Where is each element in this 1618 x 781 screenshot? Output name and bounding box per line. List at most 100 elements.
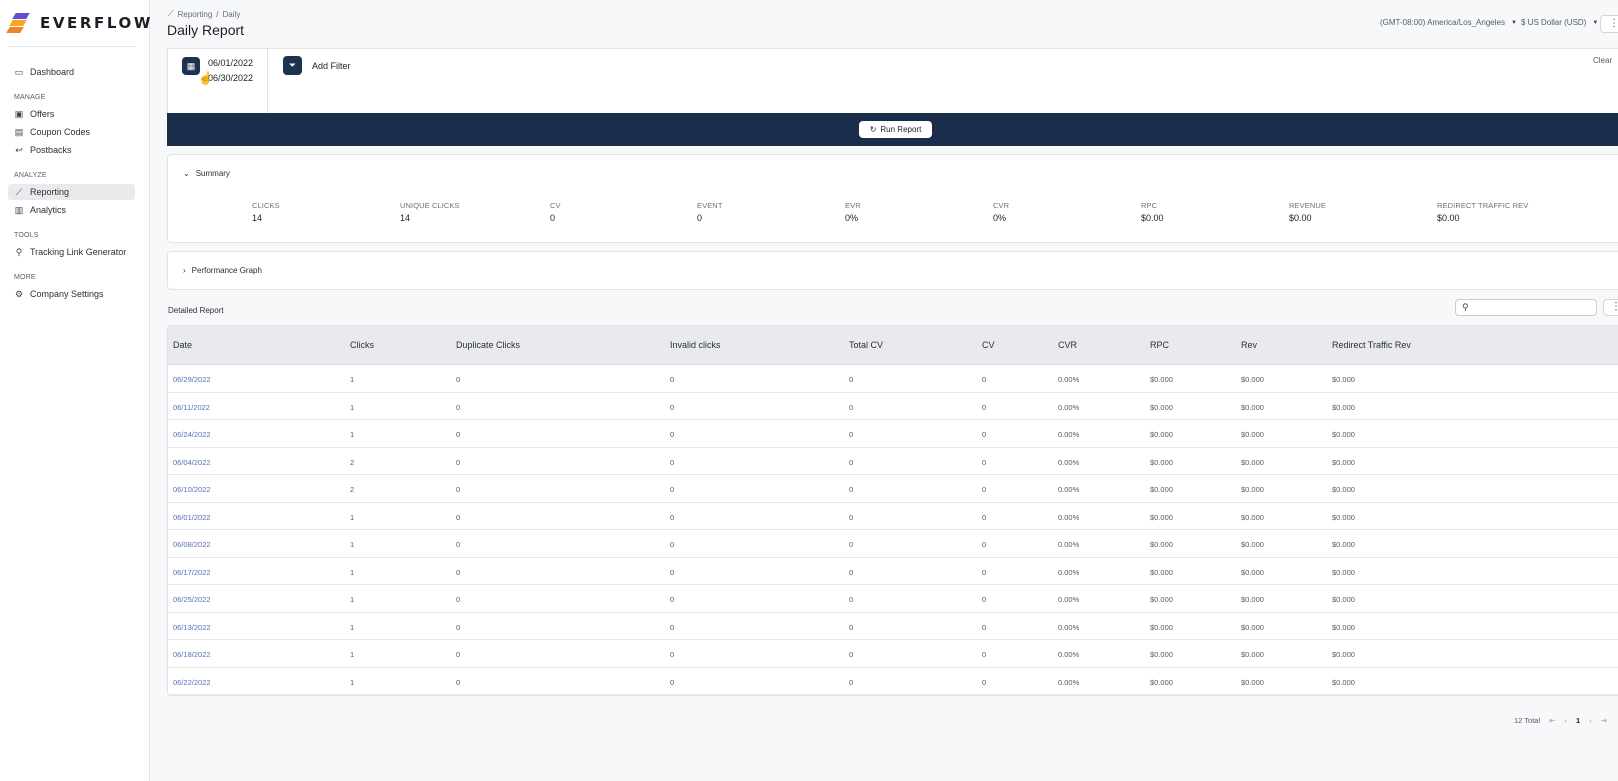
table-cell-invalid-clicks: 0 [670, 485, 675, 494]
sidebar-item-offers[interactable]: ▣ Offers [8, 106, 135, 122]
table-row: 06/01/2022 1 0 0 0 0 0.00% $0.000 $0.000 $0.000 [168, 503, 1618, 530]
table-row: 06/10/2022 2 0 0 0 0 0.00% $0.000 $0.000 $0.000 [168, 475, 1618, 503]
column-header-rpc[interactable]: RPC [1150, 340, 1170, 350]
table-cell-rpc: $0.000 [1150, 677, 1173, 687]
date-link[interactable]: 06/10/2022 [173, 485, 211, 494]
date-link[interactable]: 06/24/2022 [173, 430, 211, 439]
table-cell-cvr: 0.00% [1058, 485, 1080, 494]
summary-toggle[interactable]: ⌄ Summary [183, 169, 230, 178]
table-cell-cvr: 0.00% [1058, 622, 1080, 632]
table-cell-redirect-traffic-rev: $0.000 [1332, 622, 1355, 632]
table-cell-redirect-traffic-rev: $0.000 [1332, 595, 1355, 604]
table-cell-cv: 0 [982, 430, 987, 439]
date-link[interactable]: 06/11/2022 [173, 402, 210, 412]
table-cell-duplicate-clicks: 0 [456, 512, 461, 522]
table-cell-clicks: 2 [350, 485, 355, 494]
table-row: 06/29/2022 1 0 0 0 0 0.00% $0.000 $0.000 $0.000 [168, 365, 1618, 393]
sidebar-item-company-settings[interactable]: ⚙ Company Settings [8, 286, 135, 302]
date-link[interactable]: 06/22/2022 [173, 677, 211, 687]
date-link[interactable]: 06/04/2022 [173, 457, 211, 467]
table-cell-rpc: $0.000 [1150, 402, 1173, 412]
metric-cvr: CVR 0% [993, 201, 1010, 223]
table-cell-clicks: 1 [350, 512, 355, 522]
column-header-total-cv[interactable]: Total CV [849, 340, 884, 350]
table-cell-duplicate-clicks: 0 [456, 622, 461, 632]
table-cell-clicks: 1 [350, 677, 355, 687]
table-cell-rpc: $0.000 [1150, 457, 1173, 467]
table-cell-cvr: 0.00% [1058, 650, 1080, 659]
column-header-rev[interactable]: Rev [1241, 340, 1258, 350]
date-link[interactable]: 06/08/2022 [173, 540, 211, 549]
date-link[interactable]: 06/29/2022 [173, 375, 211, 384]
sidebar-item-reporting[interactable]: ⟋ Reporting [8, 184, 135, 200]
next-page-icon[interactable]: › [1589, 716, 1592, 725]
current-page[interactable]: 1 [1575, 716, 1581, 725]
clear-filters-link[interactable]: Clear [1593, 56, 1613, 65]
last-page-icon[interactable]: ⇥ [1600, 716, 1607, 725]
table-cell-cv: 0 [982, 650, 987, 659]
column-header-cvr[interactable]: CVR [1058, 340, 1078, 350]
table-cell-invalid-clicks: 0 [670, 567, 675, 577]
table-cell-clicks: 1 [350, 540, 355, 549]
table-cell-duplicate-clicks: 0 [456, 375, 461, 384]
table-cell-rpc: $0.000 [1150, 622, 1173, 632]
brand-logo[interactable]: EVERFLOW [6, 12, 154, 34]
prev-page-icon[interactable]: ‹ [1564, 716, 1567, 725]
add-filter-button[interactable]: Add Filter [312, 61, 351, 71]
performance-graph-toggle[interactable]: › Performance Graph [183, 266, 262, 275]
table-cell-invalid-clicks: 0 [670, 595, 675, 604]
add-filter-icon[interactable]: ⏷ [283, 56, 302, 75]
table-options-button[interactable]: ⋮ [1603, 299, 1618, 316]
sidebar-item-label: Company Settings [30, 289, 104, 299]
detailed-report-table: Date Clicks Duplicate Clicks Invalid clicks… [167, 325, 1618, 696]
sidebar-section-manage: MANAGE [14, 94, 46, 101]
table-cell-rev: $0.000 [1241, 650, 1264, 659]
timezone-select[interactable]: (GMT-08:00) America/Los_Angeles ▼ [1380, 18, 1517, 27]
currency-select[interactable]: $ US Dollar (USD) ▼ [1521, 18, 1598, 27]
sidebar-item-dashboard[interactable]: ▭ Dashboard [8, 64, 135, 80]
table-cell-cvr: 0.00% [1058, 402, 1080, 412]
date-range-picker[interactable]: ▦ 06/01/2022 06/30/2022 ☝ [168, 49, 268, 115]
analytics-icon: ▥ [14, 204, 24, 215]
table-row: 06/11/2022 1 0 0 0 0 0.00% $0.000 $0.000 $0.000 [168, 393, 1618, 420]
table-cell-total-cv: 0 [849, 430, 854, 439]
table-cell-rpc: $0.000 [1150, 567, 1173, 577]
date-link[interactable]: 06/18/2022 [173, 650, 211, 659]
brand-name: EVERFLOW [40, 14, 154, 32]
kebab-icon: ⋮ [1609, 18, 1618, 29]
date-link[interactable]: 06/13/2022 [173, 622, 211, 632]
table-cell-cv: 0 [982, 512, 987, 522]
column-header-invalid-clicks[interactable]: Invalid clicks [670, 340, 721, 350]
date-link[interactable]: 06/17/2022 [173, 567, 211, 577]
more-options-button[interactable]: ⋮ [1600, 15, 1618, 33]
column-header-date[interactable]: Date [173, 340, 193, 350]
sidebar-item-coupon-codes[interactable]: ▤ Coupon Codes [8, 124, 135, 140]
search-icon: ⚲ [1462, 302, 1469, 312]
column-header-duplicate-clicks[interactable]: Duplicate Clicks [456, 340, 521, 350]
table-cell-rev: $0.000 [1241, 375, 1264, 384]
table-cell-total-cv: 0 [849, 375, 854, 384]
table-cell-total-cv: 0 [849, 677, 854, 687]
column-header-clicks[interactable]: Clicks [350, 340, 374, 350]
first-page-icon[interactable]: ⇤ [1549, 716, 1556, 725]
column-header-redirect-traffic-rev[interactable]: Redirect Traffic Rev [1332, 340, 1411, 350]
sidebar-item-postbacks[interactable]: ↩ Postbacks [8, 142, 135, 158]
table-cell-total-cv: 0 [849, 567, 854, 577]
table-row: 06/04/2022 2 0 0 0 0 0.00% $0.000 $0.000 $0.000 [168, 448, 1618, 475]
date-link[interactable]: 06/25/2022 [173, 595, 211, 604]
table-cell-cvr: 0.00% [1058, 567, 1080, 577]
sidebar-item-analytics[interactable]: ▥ Analytics [8, 202, 135, 218]
sidebar-section-more: MORE [14, 274, 36, 281]
chevron-down-icon: ▼ [1592, 19, 1599, 26]
date-link[interactable]: 06/01/2022 [173, 512, 211, 522]
sidebar-item-tracking-link-generator[interactable]: ⚲ Tracking Link Generator [8, 244, 135, 260]
run-report-button[interactable]: ↻ Run Report [859, 121, 932, 138]
calendar-icon[interactable]: ▦ [182, 57, 200, 75]
search-input[interactable]: ⚲ [1455, 299, 1597, 316]
table-cell-clicks: 2 [350, 457, 355, 467]
breadcrumb-parent[interactable]: Reporting [177, 9, 213, 19]
table-cell-cvr: 0.00% [1058, 595, 1080, 604]
table-row: 06/08/2022 1 0 0 0 0 0.00% $0.000 $0.000 $0.000 [168, 530, 1618, 558]
column-header-cv[interactable]: CV [982, 340, 995, 350]
sidebar-item-label: Coupon Codes [30, 127, 91, 137]
